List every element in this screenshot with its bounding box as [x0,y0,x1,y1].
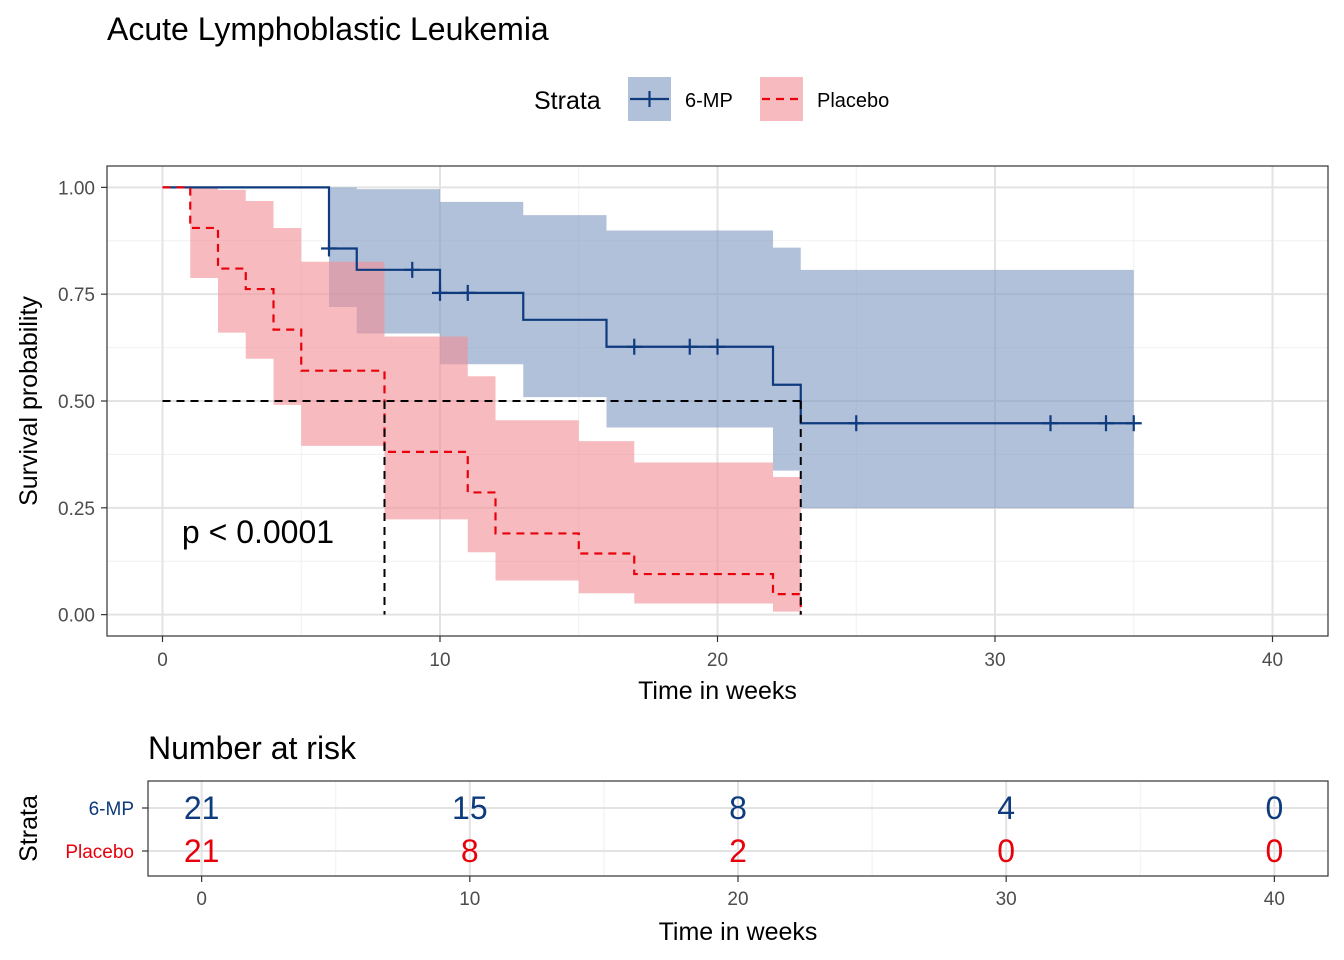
risk-count: 21 [184,790,220,826]
p-value-label: p < 0.0001 [182,514,334,550]
y-tick-label: 0.50 [58,392,95,413]
legend-label-0: 6-MP [685,90,733,112]
legend-title: Strata [534,87,601,115]
y-tick-label: 0.75 [58,285,95,306]
risk-count: 0 [1265,790,1283,826]
survival-line-1 [162,186,802,615]
risk-x-tick-label: 40 [1264,889,1285,910]
legend: Strata 6-MP Placebo [534,77,889,121]
risk-x-axis-label: Time in weeks [659,918,818,946]
survival-plot: p < 0.0001 0 10 20 30 40 0.00 0.25 0.50 0.75 1.00 T… [15,165,1329,705]
chart-title: Acute Lymphoblastic Leukemia [107,11,549,47]
risk-row-label: Placebo [65,842,134,863]
risk-row-label: 6-MP [89,799,134,820]
risk-count: 8 [461,833,479,869]
risk-count: 0 [997,833,1015,869]
risk-count: 8 [729,790,747,826]
risk-count: 15 [452,790,488,826]
risk-x-tick-label: 20 [727,889,748,910]
risk-count: 21 [184,833,220,869]
x-tick-label: 20 [707,650,728,671]
risk-x-tick-label: 10 [459,889,480,910]
y-axis-label: Survival probability [15,296,43,506]
risk-count: 4 [997,790,1015,826]
risk-count: 2 [729,833,747,869]
y-tick-label: 0.25 [58,499,95,520]
risk-table-title: Number at risk [148,730,357,766]
x-tick-label: 30 [984,650,1005,671]
risk-count: 0 [1265,833,1283,869]
legend-label-1: Placebo [817,90,889,112]
x-tick-label: 40 [1262,650,1283,671]
x-tick-label: 10 [429,650,450,671]
risk-y-axis-label: Strata [15,795,43,862]
x-tick-label: 0 [157,650,168,671]
survival-line-0 [162,186,1134,425]
risk-x-tick-label: 30 [996,889,1017,910]
x-axis-label: Time in weeks [638,677,797,705]
y-tick-label: 1.00 [58,178,95,199]
confidence-band-1 [162,187,801,612]
y-tick-label: 0.00 [58,606,95,627]
risk-x-tick-label: 0 [196,889,207,910]
